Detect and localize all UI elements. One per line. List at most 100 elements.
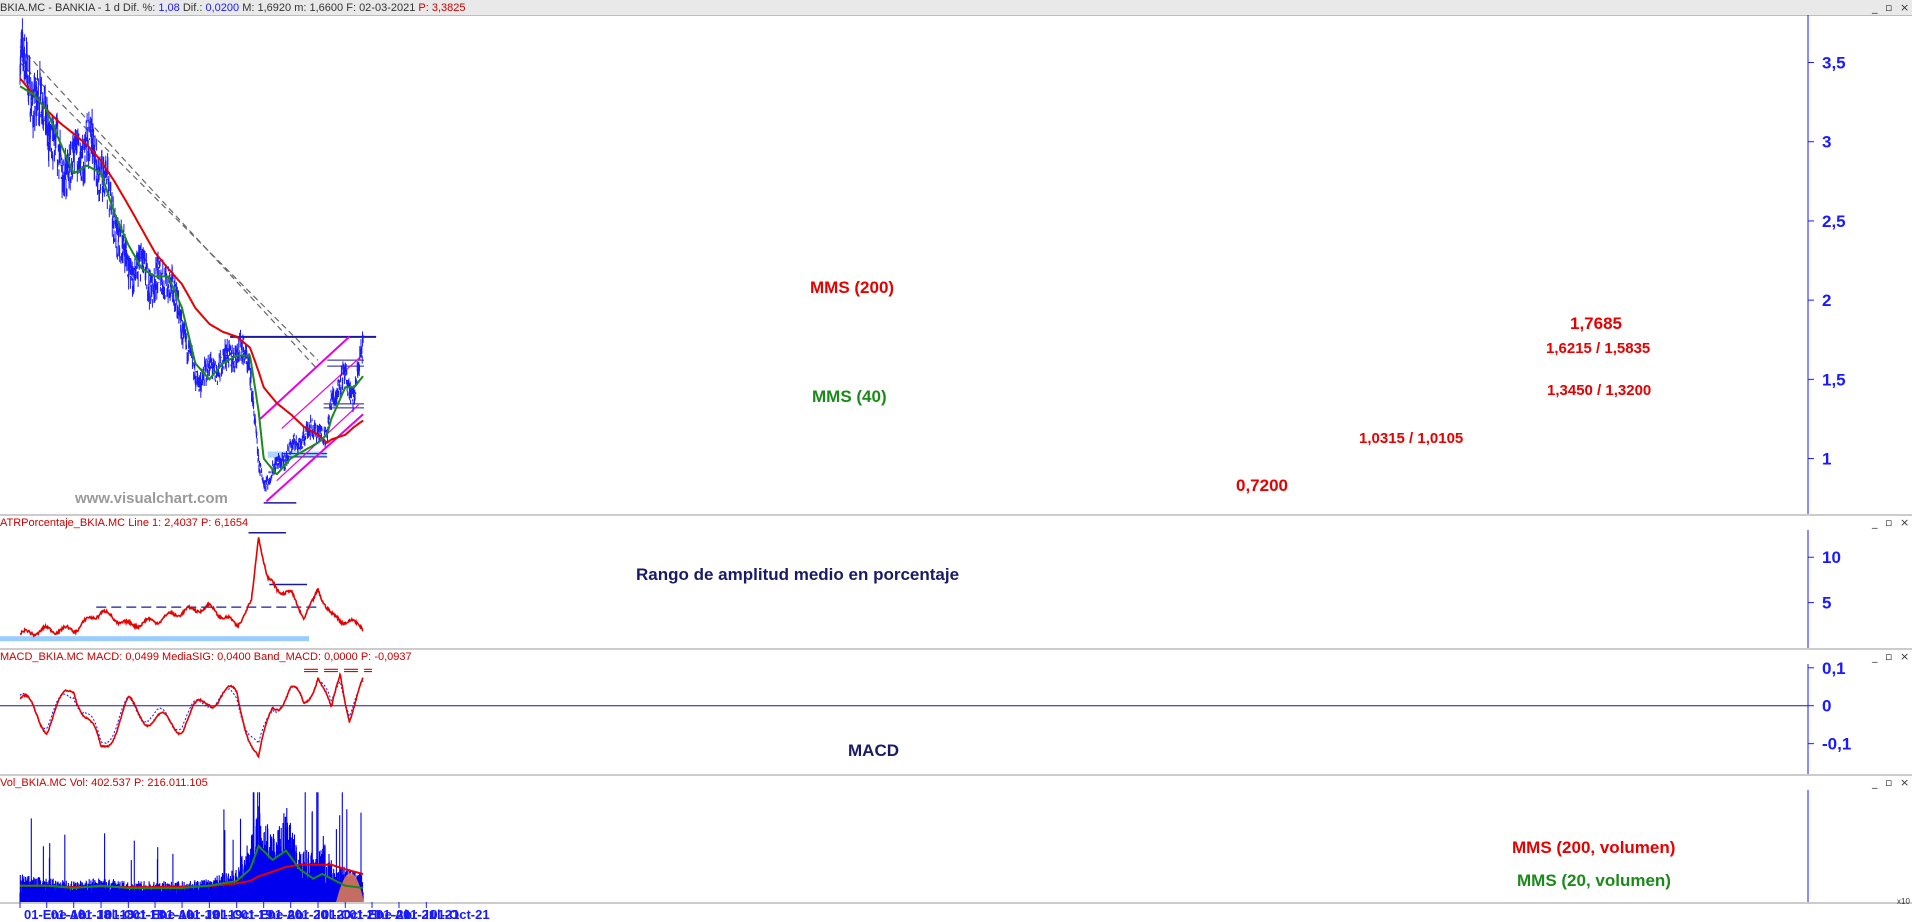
y-tick-label: -0,1	[1822, 735, 1851, 754]
vol-mms200-label: MMS (200, volumen)	[1512, 838, 1675, 857]
vol-symbol: Vol_BKIA.MC	[0, 777, 67, 789]
level-3-label: 1,3450 / 1,3200	[1547, 382, 1651, 399]
title-bar	[0, 0, 1912, 16]
dif-pct-value: 1,08	[158, 2, 180, 14]
atr-p-value: 6,1654	[214, 517, 249, 529]
band-label: Band_MACD:	[253, 651, 322, 663]
level-1-label: 1,7685	[1570, 314, 1622, 333]
x-tick-label: 01-Jul-20	[295, 907, 351, 922]
y-tick-label: 2,5	[1822, 212, 1846, 231]
macd-title: MACD	[848, 741, 899, 760]
dif-pct-label: Dif. %:	[122, 2, 156, 14]
atr-p-label: P:	[201, 517, 212, 529]
mms40-label: MMS (40)	[812, 387, 887, 406]
macd-window-controls[interactable]: _ ▫ ×	[1872, 650, 1912, 663]
macd-pane: 0,1 0 -0,1	[0, 659, 1851, 759]
atr-title: Rango de amplitud medio en porcentaje	[636, 565, 959, 584]
max-label: M:	[242, 2, 255, 14]
channel-line	[281, 356, 361, 429]
x-tick-label: 01-Abr-20	[268, 907, 328, 922]
y-tick-label: 0	[1822, 697, 1831, 716]
atr-pane: 10 5	[0, 531, 1841, 642]
dif-value: 0,0200	[205, 2, 240, 14]
min-label: m:	[294, 2, 307, 14]
sig-label: MediaSIG:	[162, 651, 215, 663]
atr-line-label: Line 1:	[128, 517, 162, 529]
macd-symbol: MACD_BKIA.MC	[0, 651, 84, 663]
max-value: 1,6920	[257, 2, 292, 14]
x-tick-label: 01-Abr-21	[376, 907, 436, 922]
x-tick-label: 01-Jul-21	[403, 907, 459, 922]
atr-window-controls[interactable]: _ ▫ ×	[1872, 516, 1912, 529]
atr-line	[19, 537, 364, 638]
y-tick-label: 3	[1822, 133, 1831, 152]
y-tick-label: 0,1	[1822, 659, 1846, 678]
p-value: 3,3825	[431, 2, 466, 14]
signal-line	[19, 678, 364, 745]
date-label: F:	[346, 2, 356, 14]
x-tick-label: 01-Jul-18	[78, 907, 134, 922]
atr-line-value: 2,4037	[164, 517, 198, 529]
x-tick-label: 01-Oct-19	[213, 907, 272, 922]
y-tick-label: 1	[1822, 450, 1831, 469]
y-tick-label: 10	[1822, 548, 1841, 567]
macd-p-value: -0,0937	[374, 651, 412, 663]
price-pane: 3,5 3 2,5 2 1,5 1	[19, 18, 1846, 504]
level-4-label: 1,0315 / 1,0105	[1359, 430, 1463, 447]
macd-pane-header: MACD_BKIA.MC MACD: 0,0499 MediaSIG: 0,04…	[0, 650, 412, 664]
vol-window-controls[interactable]: _ ▫ ×	[1872, 776, 1912, 789]
price-pane-header: BKIA.MC - BANKIA - 1 d Dif. %: 1,08 Dif.…	[0, 1, 466, 15]
y-tick-label: 5	[1822, 594, 1831, 613]
y-tick-label: 2	[1822, 291, 1831, 310]
vol-label: Vol:	[69, 777, 89, 789]
band-value: 0,0000	[324, 651, 358, 663]
x-tick-label: 01-Abr-18	[51, 907, 111, 922]
x-tick-label: 01-Ene-20	[241, 907, 302, 922]
x-tick-label: 01-Jul-19	[186, 907, 242, 922]
corner-label: x10	[1897, 897, 1910, 906]
level-2-label: 1,6215 / 1,5835	[1546, 340, 1650, 357]
min-value: 1,6600	[309, 2, 344, 14]
dif-label: Dif.:	[182, 2, 203, 14]
mms200-line	[19, 77, 364, 444]
symbol-label: BKIA.MC - BANKIA - 1 d	[0, 2, 120, 14]
sig-value: 0,0400	[217, 651, 251, 663]
macd-label: MACD:	[86, 651, 123, 663]
vol-p-value: 216.011.105	[147, 777, 208, 789]
vol-pane-header: Vol_BKIA.MC Vol: 402.537 P: 216.011.105	[0, 776, 208, 790]
vol-mms20-label: MMS (20, volumen)	[1517, 871, 1671, 890]
x-tick-label: 01-Ene-18	[24, 907, 85, 922]
x-tick-label: 01-Ene-21	[349, 907, 410, 922]
price-window-controls[interactable]: _ ▫ ×	[1872, 1, 1912, 14]
macd-p-label: P:	[360, 651, 372, 663]
price-bars	[19, 18, 364, 492]
vol-mms20-line	[20, 844, 364, 889]
resistance-trendline	[19, 62, 319, 361]
vol-p-label: P:	[133, 777, 145, 789]
watermark: www.visualchart.com	[74, 490, 228, 507]
atr-base-band	[0, 636, 310, 642]
channel-line	[259, 335, 351, 420]
date-value: 02-03-2021	[359, 2, 416, 14]
atr-symbol: ATRPorcentaje_BKIA.MC	[0, 517, 126, 529]
pane-frames	[0, 15, 1912, 904]
y-tick-label: 1,5	[1822, 370, 1846, 389]
atr-pane-header: ATRPorcentaje_BKIA.MC Line 1: 2,4037 P: …	[0, 516, 248, 530]
mms40-line	[19, 85, 364, 476]
x-tick-label: 01-Oct-21	[430, 907, 489, 922]
level-5-label: 0,7200	[1236, 476, 1288, 495]
mms200-label: MMS (200)	[810, 278, 894, 297]
y-tick-label: 3,5	[1822, 54, 1846, 73]
channel-line	[265, 413, 364, 503]
volume-highlight	[336, 873, 364, 902]
x-tick-label: 01-Abr-19	[159, 907, 219, 922]
resistance-trendline	[19, 46, 319, 371]
macd-value: 0,0499	[125, 651, 159, 663]
p-label: P:	[418, 2, 429, 14]
volume-pane: 20.000.0010.000.00	[19, 792, 364, 902]
x-tick-label: 01-Oct-20	[322, 907, 381, 922]
macd-line	[19, 671, 364, 759]
x-tick-label: 01-Oct-18	[105, 907, 164, 922]
